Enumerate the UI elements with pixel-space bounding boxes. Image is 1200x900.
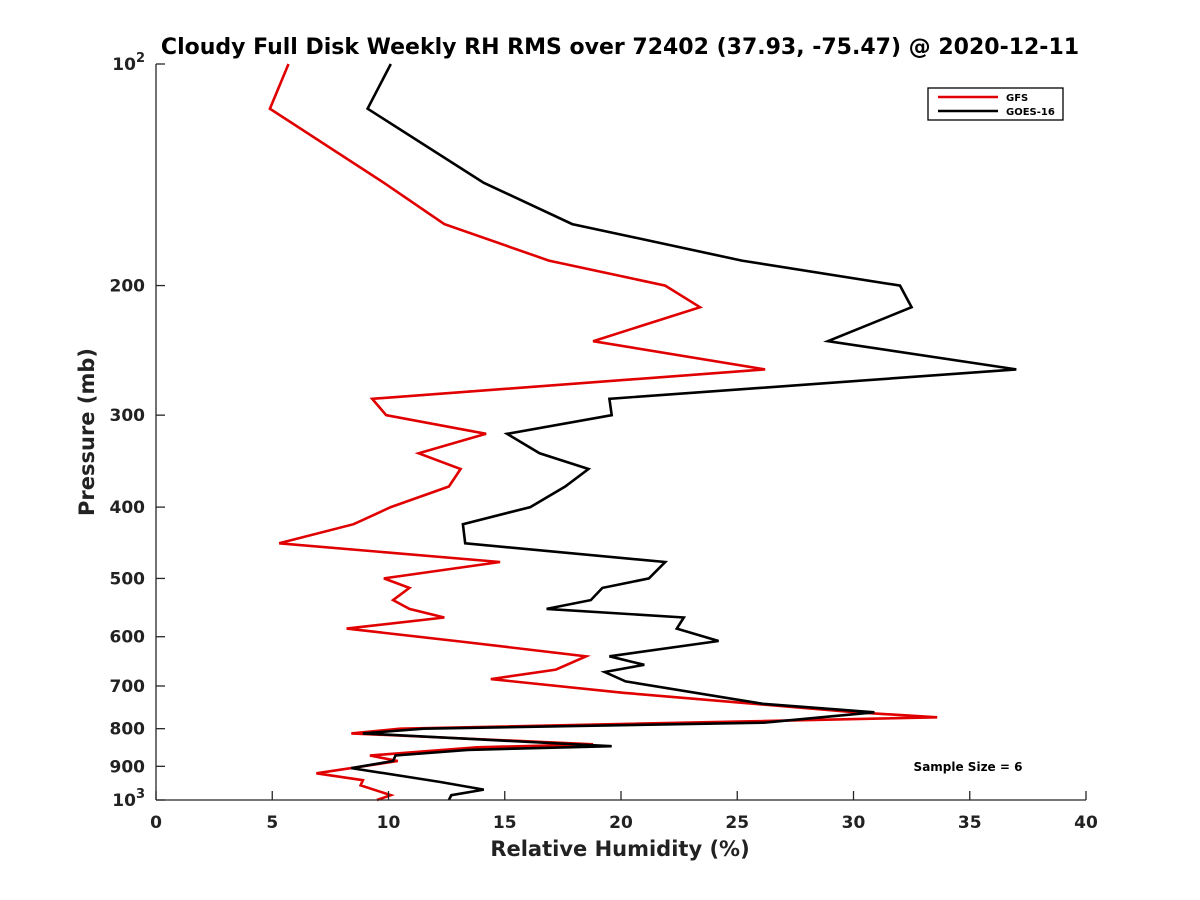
y-tick-label: 500 [110,569,146,589]
x-tick-label: 25 [725,813,749,833]
axes-layer: 0 5 10 15 20 25 30 35 40 102 200 300 400 500 600 700 800… [110,51,1098,833]
y-tick-label: 900 [110,757,146,777]
y-tick-label: 800 [110,720,146,740]
y-tick-label: 102 [112,51,145,75]
x-tick-label: 30 [842,813,866,833]
series-layer [268,63,1017,802]
x-tick-label: 35 [958,813,982,833]
chart-title: Cloudy Full Disk Weekly RH RMS over 7240… [161,35,1079,60]
legend-box [927,87,1064,121]
x-tick-label: 20 [609,813,633,833]
y-tick-label: 600 [110,628,146,648]
series-line-goes-16 [351,63,1017,801]
legend-label-gfs: GFS [1006,93,1028,104]
sample-size-annotation: Sample Size = 6 [914,760,1023,774]
y-tick-label: 400 [110,498,146,518]
x-tick-label: 15 [493,813,517,833]
x-tick-label: 10 [377,813,401,833]
x-tick-label: 40 [1074,813,1098,833]
y-axis-label: Pressure (mb) [75,348,99,516]
y-tick-label: 103 [112,787,145,811]
x-axis-label: Relative Humidity (%) [490,837,749,861]
x-tick-label: 5 [266,813,278,833]
legend: GFS GOES-16 [927,87,1064,121]
y-tick-label: 700 [110,677,146,697]
x-tick-label: 0 [150,813,162,833]
y-tick-label: 200 [110,277,146,297]
y-tick-label: 300 [110,406,146,426]
legend-label-goes-16: GOES-16 [1006,107,1055,118]
series-line-gfs [268,63,938,802]
